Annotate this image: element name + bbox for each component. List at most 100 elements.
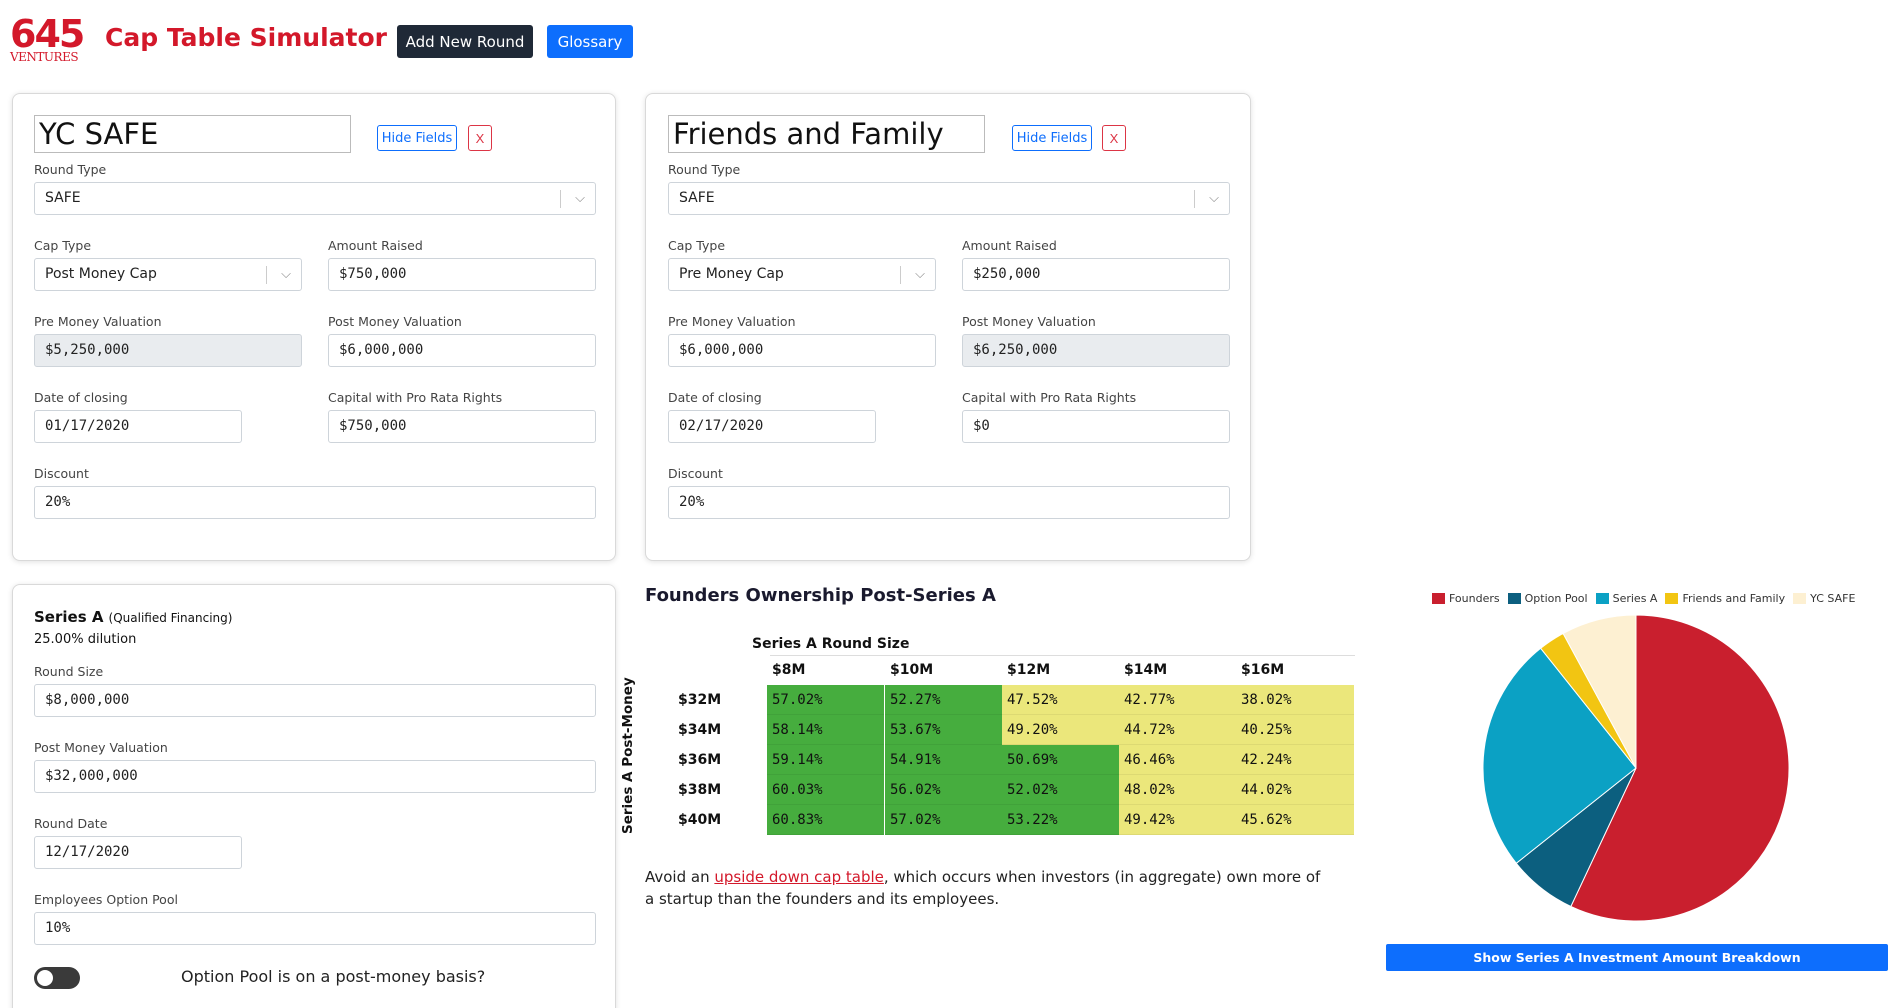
- heatmap-header-divider: [770, 655, 1355, 656]
- glossary-button[interactable]: Glossary: [547, 25, 633, 58]
- chevron-down-icon: ⌵: [1209, 191, 1219, 206]
- discount-label: Discount: [668, 466, 723, 481]
- pre-money-label: Pre Money Valuation: [668, 314, 796, 329]
- pre-money-input[interactable]: $6,000,000: [668, 334, 936, 367]
- round-name-input[interactable]: YC SAFE: [34, 115, 351, 153]
- cap-type-select[interactable]: Post Money Cap ⌵: [34, 258, 302, 291]
- round-type-value: SAFE: [679, 190, 715, 206]
- amount-raised-label: Amount Raised: [962, 238, 1057, 253]
- upside-down-cap-table-link[interactable]: upside down cap table: [714, 868, 884, 886]
- legend-swatch: [1507, 593, 1521, 604]
- logo-number: 645: [10, 12, 85, 56]
- discount-input[interactable]: 20%: [668, 486, 1230, 519]
- heatmap-cell: 53.67%: [885, 715, 1002, 745]
- legend-swatch: [1432, 593, 1445, 604]
- discount-label: Discount: [34, 466, 89, 481]
- round-type-select[interactable]: SAFE ⌵: [668, 182, 1230, 215]
- post-money-input[interactable]: $6,000,000: [328, 334, 596, 367]
- discount-input[interactable]: 20%: [34, 486, 596, 519]
- round-size-input[interactable]: $8,000,000: [34, 684, 596, 717]
- series-a-title: Series A: [34, 608, 104, 626]
- date-of-closing-label: Date of closing: [668, 390, 762, 405]
- hide-fields-button[interactable]: Hide Fields: [1012, 125, 1092, 151]
- legend-swatch: [1595, 593, 1609, 604]
- legend-item[interactable]: Founders: [1432, 592, 1500, 605]
- date-of-closing-label: Date of closing: [34, 390, 128, 405]
- round-size-label: Round Size: [34, 664, 104, 679]
- pie-slice-yc-safe[interactable]: [1562, 614, 1637, 769]
- pro-rata-input[interactable]: $750,000: [328, 410, 596, 443]
- cap-type-value: Pre Money Cap: [679, 266, 784, 282]
- heatmap-cell: 40.25%: [1236, 715, 1354, 745]
- legend-label: YC SAFE: [1810, 592, 1856, 605]
- remove-round-button[interactable]: X: [1102, 125, 1126, 151]
- chevron-down-icon: ⌵: [281, 267, 291, 282]
- heatmap-cell: 46.46%: [1119, 745, 1236, 775]
- date-of-closing-input[interactable]: 02/17/2020: [668, 410, 876, 443]
- heatmap-col-header: $12M: [1007, 662, 1051, 678]
- round-card-yc-safe: YC SAFE Hide Fields X Round Type SAFE ⌵ …: [12, 93, 616, 561]
- note-text-before: Avoid an: [645, 868, 715, 886]
- pro-rata-label: Capital with Pro Rata Rights: [328, 390, 503, 405]
- pie-slice-series-a[interactable]: [1482, 647, 1637, 864]
- remove-round-button[interactable]: X: [468, 125, 492, 151]
- upside-down-note: Avoid an upside down cap table, which oc…: [645, 866, 1325, 910]
- heatmap-cell: 44.72%: [1119, 715, 1236, 745]
- post-money-label: Post Money Valuation: [962, 314, 1096, 329]
- round-name-input[interactable]: Friends and Family: [668, 115, 985, 153]
- heatmap-col-header: $8M: [772, 662, 806, 678]
- heatmap-cell: 58.14%: [767, 715, 884, 745]
- heatmap-col-header: $10M: [890, 662, 934, 678]
- pie-slice-founders[interactable]: [1570, 614, 1790, 922]
- show-investment-breakdown-button[interactable]: Show Series A Investment Amount Breakdow…: [1386, 944, 1888, 971]
- heatmap-cell: 60.03%: [767, 775, 884, 805]
- heatmap-cell: 49.42%: [1119, 805, 1236, 835]
- round-card-friends-and-family: Friends and Family Hide Fields X Round T…: [645, 93, 1251, 561]
- add-new-round-button[interactable]: Add New Round: [397, 25, 533, 58]
- pie-legend: Founders Option Pool Series A Friends and F…: [1432, 592, 1855, 605]
- legend-item[interactable]: YC SAFE: [1793, 592, 1855, 605]
- chevron-down-icon: ⌵: [915, 267, 925, 282]
- heatmap-cell: 54.91%: [885, 745, 1002, 775]
- legend-item[interactable]: Friends and Family: [1665, 592, 1785, 605]
- amount-raised-input[interactable]: $750,000: [328, 258, 596, 291]
- round-type-value: SAFE: [45, 190, 81, 206]
- heatmap-cell: 38.02%: [1236, 685, 1354, 715]
- heatmap-x-title: Series A Round Size: [752, 636, 910, 652]
- heatmap-cell: 56.02%: [885, 775, 1002, 805]
- cap-type-select[interactable]: Pre Money Cap ⌵: [668, 258, 936, 291]
- amount-raised-input[interactable]: $250,000: [962, 258, 1230, 291]
- app-title: Cap Table Simulator: [105, 23, 387, 52]
- pro-rata-input[interactable]: $0: [962, 410, 1230, 443]
- heatmap-row-header: $34M: [678, 722, 722, 738]
- legend-swatch: [1665, 593, 1679, 604]
- heatmap-cell: 60.83%: [767, 805, 884, 835]
- post-money-label: Post Money Valuation: [328, 314, 462, 329]
- hide-fields-button[interactable]: Hide Fields: [377, 125, 457, 151]
- round-date-input[interactable]: 12/17/2020: [34, 836, 242, 869]
- logo-subtext: VENTURES: [10, 50, 79, 64]
- chevron-down-icon: ⌵: [575, 191, 585, 206]
- heatmap-cell: 57.02%: [885, 805, 1002, 835]
- heatmap-cell: 47.52%: [1002, 685, 1119, 715]
- select-separator: [560, 190, 561, 208]
- heatmap-cell: 45.62%: [1236, 805, 1354, 835]
- option-pool-input[interactable]: 10%: [34, 912, 596, 945]
- round-type-select[interactable]: SAFE ⌵: [34, 182, 596, 215]
- heatmap-cell: 42.24%: [1236, 745, 1354, 775]
- heatmap-y-title: Series A Post-Money: [620, 677, 636, 834]
- date-of-closing-input[interactable]: 01/17/2020: [34, 410, 242, 443]
- post-money-input[interactable]: $32,000,000: [34, 760, 596, 793]
- legend-label: Founders: [1449, 592, 1500, 605]
- heatmap-cell: 44.02%: [1236, 775, 1354, 805]
- cap-type-label: Cap Type: [668, 238, 726, 253]
- cap-type-value: Post Money Cap: [45, 266, 157, 282]
- legend-item[interactable]: Series A: [1595, 592, 1658, 605]
- heatmap-cell: 57.02%: [767, 685, 884, 715]
- legend-item[interactable]: Option Pool: [1507, 592, 1588, 605]
- company-logo: 645 VENTURES: [10, 14, 86, 66]
- legend-label: Series A: [1612, 592, 1658, 605]
- legend-label: Option Pool: [1524, 592, 1588, 605]
- heatmap-cell: 52.27%: [885, 685, 1002, 715]
- option-pool-post-money-toggle[interactable]: [34, 967, 80, 989]
